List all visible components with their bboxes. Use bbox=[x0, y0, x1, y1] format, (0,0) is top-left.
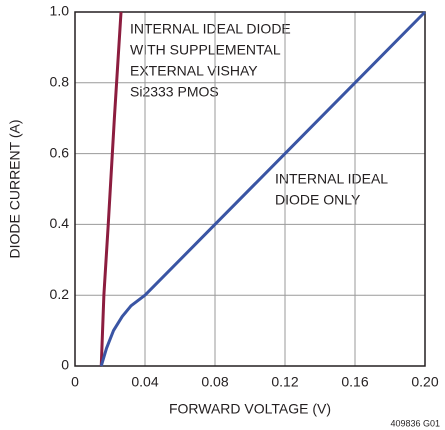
x-tick-label: 0.04 bbox=[131, 374, 158, 390]
y-tick-label: 0.4 bbox=[50, 215, 70, 231]
x-tick-label: 0.08 bbox=[201, 374, 228, 390]
annotation-line: INTERNAL IDEAL bbox=[275, 171, 388, 187]
annotation-line: EXTERNAL VISHAY bbox=[130, 63, 258, 79]
y-axis-label: DIODE CURRENT (A) bbox=[7, 120, 23, 259]
x-tick-label: 0.16 bbox=[341, 374, 368, 390]
annotation-line: Si2333 PMOS bbox=[130, 84, 219, 100]
line bbox=[99, 11, 123, 367]
y-tick-label: 0 bbox=[61, 357, 69, 373]
annotation: INTERNAL IDEAL DIODE WITH SUPPLEMENTAL E… bbox=[130, 21, 291, 100]
annotation-line: WITH SUPPLEMENTAL bbox=[130, 42, 281, 58]
y-tick-label: 0.8 bbox=[50, 74, 70, 90]
x-tick-label: 0.20 bbox=[411, 374, 438, 390]
x-tick-label: 0.12 bbox=[271, 374, 298, 390]
annotation-line: INTERNAL IDEAL DIODE bbox=[130, 21, 291, 37]
annotation: INTERNAL IDEAL DIODE ONLY bbox=[275, 171, 388, 208]
y-tick-label: 1.0 bbox=[50, 3, 70, 19]
y-tick-label: 0.6 bbox=[50, 144, 70, 160]
y-tick-label: 0.2 bbox=[50, 286, 70, 302]
line bbox=[99, 10, 427, 367]
plot-frame bbox=[74, 11, 426, 367]
figure-id: 409836 G01 bbox=[390, 418, 440, 428]
x-tick-label: 0 bbox=[71, 374, 79, 390]
x-axis-label: FORWARD VOLTAGE (V) bbox=[169, 401, 331, 417]
annotation-line: DIODE ONLY bbox=[275, 192, 361, 208]
